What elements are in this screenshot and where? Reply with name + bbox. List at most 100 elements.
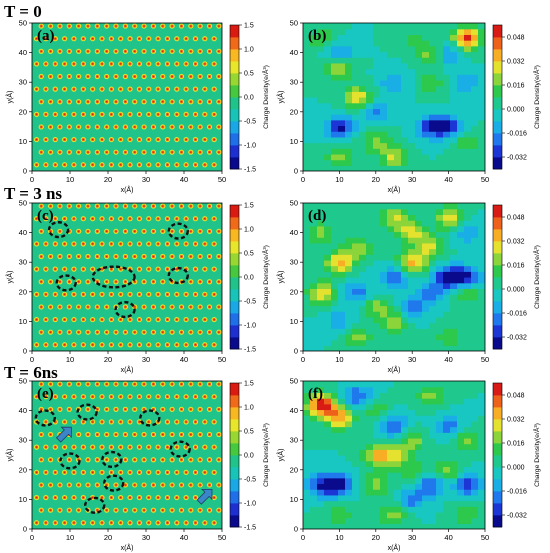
atom-center bbox=[199, 459, 201, 461]
contour-cell bbox=[422, 28, 430, 35]
contour-cell bbox=[415, 449, 423, 456]
contour-cell bbox=[380, 108, 388, 115]
contour-cell bbox=[457, 449, 465, 456]
atom-center bbox=[148, 88, 150, 90]
atom-center bbox=[157, 243, 159, 245]
atom-center bbox=[124, 459, 127, 461]
contour-cell bbox=[387, 242, 395, 250]
atom-center bbox=[185, 63, 187, 65]
contour-cell bbox=[366, 62, 374, 70]
contour-cell bbox=[366, 311, 374, 318]
contour-cell bbox=[310, 311, 318, 318]
atom-center bbox=[96, 75, 99, 78]
contour-cell bbox=[373, 91, 381, 98]
contour-cell bbox=[408, 392, 416, 399]
contour-cell bbox=[338, 398, 346, 405]
contour-cell bbox=[366, 79, 374, 87]
atom-center bbox=[119, 471, 122, 474]
atom-center bbox=[152, 331, 155, 333]
contour-cell bbox=[366, 316, 374, 324]
contour-cell bbox=[310, 455, 318, 462]
contour-cell bbox=[478, 500, 485, 507]
atom-center bbox=[110, 522, 113, 524]
contour-cell bbox=[324, 220, 332, 227]
contour-cell bbox=[478, 148, 485, 155]
contour-cell bbox=[387, 517, 395, 524]
contour-cell bbox=[443, 265, 451, 272]
contour-cell bbox=[387, 449, 395, 456]
atom-center bbox=[152, 459, 155, 461]
atom-center bbox=[129, 243, 131, 245]
contour-cell bbox=[415, 242, 423, 250]
contour-cell bbox=[359, 398, 367, 405]
atom-center bbox=[105, 126, 108, 128]
contour-cell bbox=[338, 339, 346, 346]
contour-cell bbox=[478, 165, 485, 171]
y-axis-label: y(Å) bbox=[276, 449, 285, 462]
axes-frame-d bbox=[302, 202, 486, 352]
atom-center bbox=[157, 138, 159, 141]
atom-center bbox=[73, 63, 75, 65]
atom-center bbox=[180, 101, 183, 103]
atom-center bbox=[138, 446, 141, 448]
contour-cell bbox=[345, 79, 353, 87]
atom-center bbox=[190, 484, 192, 486]
contour-cell bbox=[345, 398, 353, 405]
contour-cell bbox=[331, 23, 339, 30]
contour-cell bbox=[317, 225, 325, 233]
contour-cell bbox=[436, 225, 444, 233]
contour-cell bbox=[394, 477, 402, 485]
contour-cell bbox=[464, 68, 472, 75]
contour-cell bbox=[429, 114, 437, 121]
contour-cell bbox=[366, 148, 374, 155]
contour-cell bbox=[478, 386, 485, 393]
contour-cell bbox=[478, 125, 485, 132]
defect-circle-e-3 bbox=[59, 452, 81, 470]
contour-cell bbox=[422, 432, 430, 439]
contour-cell bbox=[422, 242, 430, 250]
atom-center bbox=[91, 471, 94, 474]
contour-cell bbox=[394, 225, 402, 233]
contour-cell bbox=[380, 328, 388, 335]
contour-cell bbox=[394, 119, 402, 127]
contour-cell bbox=[352, 299, 360, 307]
colorbar-tick-label: 0.0 bbox=[244, 95, 254, 102]
contour-cell bbox=[401, 398, 409, 405]
contour-cell bbox=[352, 494, 360, 502]
contour-cell bbox=[429, 148, 437, 155]
contour-cell bbox=[436, 45, 444, 53]
atom-center bbox=[134, 306, 136, 308]
contour-cell bbox=[303, 426, 311, 433]
contour-cell bbox=[422, 449, 430, 456]
contour-cell bbox=[310, 102, 318, 109]
atom-center bbox=[119, 522, 122, 524]
contour-cell bbox=[443, 231, 451, 238]
contour-cell bbox=[345, 415, 353, 422]
atom-center bbox=[40, 50, 42, 52]
contour-cell bbox=[443, 415, 451, 422]
contour-cell bbox=[471, 79, 479, 87]
contour-cell bbox=[387, 420, 395, 428]
atom-center bbox=[101, 395, 103, 398]
contour-cell bbox=[359, 386, 367, 393]
contour-cell bbox=[394, 248, 402, 255]
x-tick-label: 40 bbox=[444, 355, 452, 364]
contour-cell bbox=[422, 119, 430, 127]
contour-cell bbox=[359, 165, 367, 171]
contour-cell bbox=[352, 311, 360, 318]
contour-cell bbox=[443, 34, 451, 41]
atom-center bbox=[204, 293, 206, 296]
contour-cell bbox=[387, 472, 395, 479]
contour-cell bbox=[317, 426, 325, 433]
contour-cell bbox=[387, 489, 395, 496]
contour-cell bbox=[331, 136, 339, 144]
contour-cell bbox=[415, 259, 423, 267]
contour-cell bbox=[331, 523, 339, 529]
contour-cell bbox=[366, 489, 374, 496]
contour-cell bbox=[331, 415, 339, 422]
atom-center bbox=[129, 63, 131, 65]
contour-cell bbox=[303, 333, 311, 341]
contour-cell bbox=[415, 51, 423, 58]
contour-cell bbox=[429, 265, 437, 272]
contour-cell bbox=[380, 511, 388, 519]
